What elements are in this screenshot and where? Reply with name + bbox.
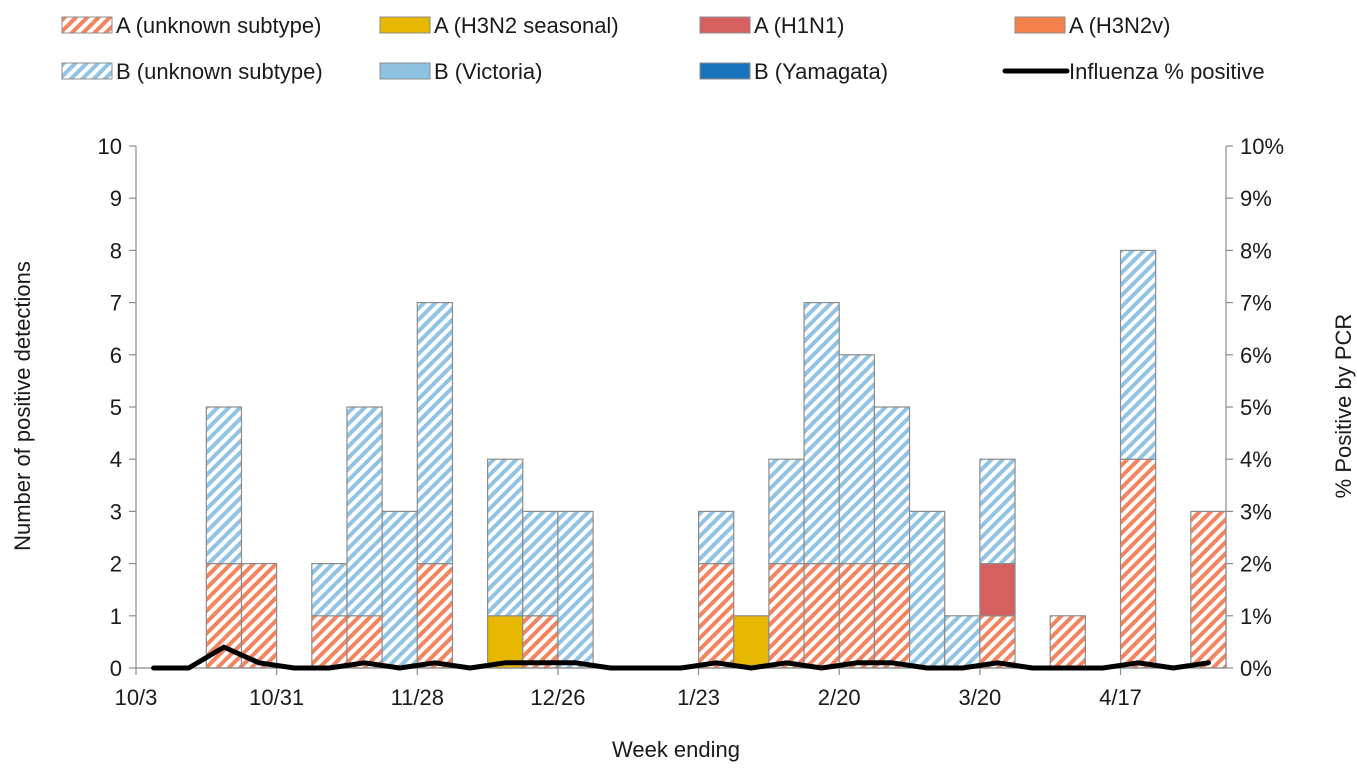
legend-label: A (unknown subtype) <box>116 13 321 38</box>
bar-b-unknown-subtype-week-7 <box>381 510 418 669</box>
bar-a-h1n1-week-24 <box>979 562 1016 617</box>
bar-a-unknown-subtype-week-20 <box>838 562 875 669</box>
legend-swatch <box>61 16 113 34</box>
bar-b-unknown-subtype-week-24 <box>979 458 1016 565</box>
bar-b-unknown-subtype-week-19 <box>803 302 840 565</box>
bar-b-unknown-subtype-week-6 <box>346 406 383 617</box>
bar-b-unknown-subtype-week-2 <box>205 406 243 565</box>
bar-b-unknown-subtype-week-12 <box>557 510 594 669</box>
bar-a-unknown-subtype-week-24 <box>979 615 1016 669</box>
x-tick-label: 10/31 <box>249 685 304 710</box>
bar-a-unknown-subtype-week-19 <box>803 562 840 669</box>
x-tick-label: 12/26 <box>530 685 585 710</box>
bar-b-unknown-subtype-week-5 <box>311 562 348 617</box>
bars <box>205 249 1227 669</box>
axis-labels: Week ending Number of positive detection… <box>10 261 1356 762</box>
x-tick-label: 1/23 <box>677 685 720 710</box>
y2-tick-label: 8% <box>1240 238 1272 263</box>
legend-label: B (Victoria) <box>434 59 542 84</box>
bar-b-unknown-subtype-week-18 <box>768 458 805 565</box>
y2-tick-label: 2% <box>1240 552 1272 577</box>
legend-label: Influenza % positive <box>1069 59 1265 84</box>
y-tick-label: 9 <box>110 186 122 211</box>
legend-item-a-h3n2v: A (H3N2v) <box>1014 13 1170 38</box>
y2-tick-label: 7% <box>1240 291 1272 316</box>
line-influenza-percent-positive <box>151 644 1211 671</box>
y-tick-label: 0 <box>110 656 122 681</box>
bar-a-unknown-subtype-week-21 <box>873 562 911 669</box>
line-series <box>151 644 1211 671</box>
x-tick-label: 3/20 <box>958 685 1001 710</box>
legend-item-b-yamagata: B (Yamagata) <box>699 59 888 84</box>
y-tick-label: 10 <box>98 134 122 159</box>
bar-b-unknown-subtype-week-20 <box>838 354 875 565</box>
bar-a-h3n2-seasonal-week-10 <box>487 615 524 669</box>
legend-swatch <box>379 62 431 80</box>
x-tick-label: 2/20 <box>818 685 861 710</box>
y-tick-label: 7 <box>110 291 122 316</box>
x-tick-label: 4/17 <box>1099 685 1142 710</box>
y2-tick-label: 9% <box>1240 186 1272 211</box>
y2-tick-label: 0% <box>1240 656 1272 681</box>
x-axis-title: Week ending <box>612 737 740 762</box>
legend-swatch <box>699 16 751 34</box>
bar-b-unknown-subtype-week-21 <box>873 406 911 565</box>
bar-b-unknown-subtype-week-22 <box>908 510 946 669</box>
bar-a-unknown-subtype-week-5 <box>311 615 348 669</box>
bar-b-unknown-subtype-week-28 <box>1119 249 1157 460</box>
bar-a-unknown-subtype-week-8 <box>416 562 454 669</box>
bar-a-unknown-subtype-week-30 <box>1190 510 1227 669</box>
bar-b-unknown-subtype-week-11 <box>522 510 559 617</box>
bar-b-unknown-subtype-week-10 <box>487 458 524 617</box>
legend-label: A (H3N2v) <box>1069 13 1170 38</box>
bar-a-h3n2-seasonal-week-17 <box>733 615 770 669</box>
legend-item-a-unknown-subtype: A (unknown subtype) <box>61 13 321 38</box>
legend-label: A (H3N2 seasonal) <box>434 13 619 38</box>
legend-item-b-unknown-subtype: B (unknown subtype) <box>61 59 323 84</box>
y-tick-label: 3 <box>110 499 122 524</box>
legend-item-b-victoria: B (Victoria) <box>379 59 542 84</box>
y-tick-label: 8 <box>110 238 122 263</box>
y-tick-label: 1 <box>110 604 122 629</box>
y-axis-title: Number of positive detections <box>10 261 35 551</box>
y2-tick-label: 3% <box>1240 499 1272 524</box>
legend-label: A (H1N1) <box>754 13 844 38</box>
bar-a-unknown-subtype-week-28 <box>1119 458 1157 669</box>
legend-item-a-h1n1: A (H1N1) <box>699 13 844 38</box>
x-tick-label: 10/3 <box>115 685 158 710</box>
bar-a-unknown-subtype-week-18 <box>768 562 805 669</box>
legend-swatch <box>699 62 751 80</box>
legend-item-a-h3n2-seasonal: A (H3N2 seasonal) <box>379 13 619 38</box>
bar-b-unknown-subtype-week-16 <box>697 510 735 565</box>
legend-label: B (Yamagata) <box>754 59 888 84</box>
y-tick-label: 6 <box>110 343 122 368</box>
bar-a-unknown-subtype-week-11 <box>522 615 559 669</box>
y2-tick-label: 1% <box>1240 604 1272 629</box>
y-tick-label: 5 <box>110 395 122 420</box>
bar-a-unknown-subtype-week-26 <box>1049 615 1086 669</box>
legend: A (unknown subtype) A (H3N2 seasonal) A (H… <box>61 13 1265 84</box>
bar-a-unknown-subtype-week-16 <box>697 562 735 669</box>
y2-tick-label: 5% <box>1240 395 1272 420</box>
legend-label: B (unknown subtype) <box>116 59 323 84</box>
bar-b-unknown-subtype-week-8 <box>416 302 454 565</box>
legend-swatch <box>1014 16 1066 34</box>
legend-item-influenza-positive: Influenza % positive <box>1002 59 1265 84</box>
y2-tick-label: 10% <box>1240 134 1284 159</box>
legend-swatch <box>61 62 113 80</box>
y2-tick-label: 6% <box>1240 343 1272 368</box>
legend-swatch <box>379 16 431 34</box>
y2-tick-label: 4% <box>1240 447 1272 472</box>
y-tick-label: 2 <box>110 552 122 577</box>
y2-axis-title: % Positive by PCR <box>1331 314 1356 499</box>
y-tick-label: 4 <box>110 447 122 472</box>
bar-a-unknown-subtype-week-6 <box>346 615 383 669</box>
bar-b-unknown-subtype-week-23 <box>944 615 981 669</box>
x-tick-label: 11/28 <box>391 685 444 710</box>
bar-a-unknown-subtype-week-3 <box>240 562 278 669</box>
